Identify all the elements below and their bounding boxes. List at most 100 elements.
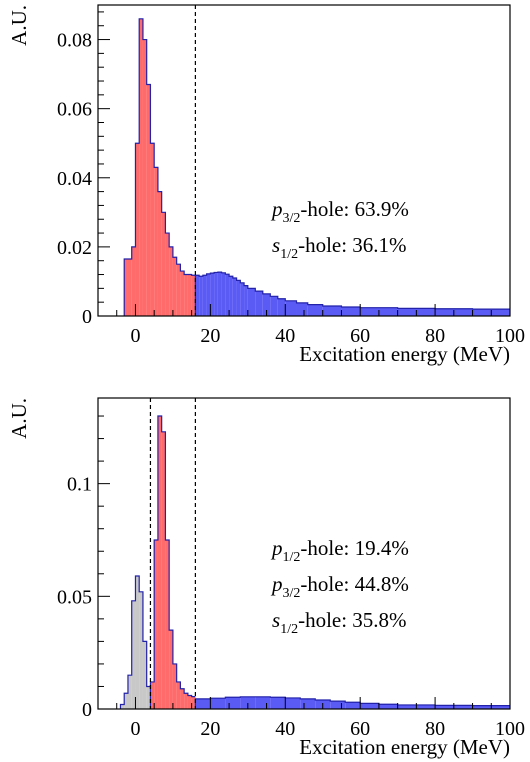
histogram-bin: [135, 576, 140, 709]
histogram-bin: [262, 293, 271, 316]
histogram-bin: [225, 274, 230, 316]
histogram-bin: [180, 688, 185, 709]
histogram-bin: [165, 539, 170, 709]
histogram-bin: [176, 264, 181, 316]
histogram-bin: [131, 246, 136, 316]
y-axis-title: A.U.: [7, 5, 31, 46]
histogram-bin: [154, 167, 158, 316]
y-tick-label: 0: [82, 699, 92, 721]
x-tick-label: 40: [275, 325, 295, 347]
histogram-outline: [119, 575, 151, 709]
histogram-bin: [195, 275, 200, 316]
histogram-bin: [161, 431, 166, 709]
y-tick-label: 0.08: [57, 30, 92, 52]
histogram-bin: [240, 282, 245, 316]
x-tick-label: 80: [425, 718, 445, 740]
histogram-bin: [255, 291, 263, 316]
histogram-panel-top: 0 20 40 60 80 100 0 0.02 0.04 0.06 0.08 Excitation …: [7, 4, 525, 366]
histogram-bin: [169, 246, 173, 316]
histogram-bin: [150, 143, 155, 316]
histogram-series-2: [194, 271, 510, 316]
histogram-bin: [139, 591, 143, 709]
histogram-bin: [225, 697, 241, 709]
histogram-bin: [161, 212, 166, 316]
x-tick-label: 20: [200, 718, 220, 740]
histogram-bin: [330, 701, 346, 709]
hole-fraction-annotation: s1/2-hole: 35.8%: [272, 608, 407, 637]
histogram-bin: [210, 273, 215, 316]
histogram-bin: [247, 288, 256, 316]
histogram-bin: [187, 695, 192, 709]
histogram-bin: [131, 600, 136, 709]
histogram-bin: [206, 273, 211, 316]
histogram-bin: [176, 681, 181, 709]
y-tick-label: 0: [82, 306, 92, 328]
histogram-bin: [124, 693, 128, 709]
histogram-series-1: [123, 18, 196, 317]
histogram-bin: [240, 696, 256, 709]
histogram-panel-bottom: 0 20 40 60 80 100 0 0.05 0.1 Excitation energy (M…: [7, 397, 525, 759]
histogram-bin: [124, 258, 128, 316]
histogram-bin: [172, 663, 177, 709]
histogram-bin: [146, 84, 151, 316]
histogram-bin: [270, 296, 278, 316]
x-tick-label: 60: [350, 718, 370, 740]
histogram-series-3: [194, 696, 510, 709]
histogram-bin: [307, 304, 323, 316]
histogram-bin: [135, 143, 140, 316]
x-tick-label: 100: [495, 718, 525, 740]
histogram-bin: [221, 272, 226, 316]
histogram-bin: [378, 704, 398, 709]
histogram-bin: [322, 305, 342, 316]
y-axis-title: A.U.: [7, 398, 31, 439]
histogram-bin: [184, 274, 188, 316]
histogram-bin: [191, 696, 196, 709]
histogram-bin: [296, 302, 308, 316]
histogram-bin: [195, 698, 211, 709]
hole-fraction-annotation: p3/2-hole: 44.8%: [270, 572, 409, 601]
histogram-bin: [277, 298, 286, 316]
x-tick-label: 20: [200, 325, 220, 347]
histogram-bin: [285, 697, 301, 709]
y-tick-label: 0.04: [57, 168, 92, 190]
histogram-bin: [217, 272, 222, 316]
histogram-bin: [142, 39, 147, 317]
y-tick-label: 0.06: [57, 99, 92, 121]
histogram-bin: [127, 258, 132, 316]
histogram-bin: [142, 641, 147, 709]
histogram-bin: [187, 274, 192, 316]
histogram-bin: [191, 275, 196, 316]
y-tick-label: 0.02: [57, 237, 92, 259]
histogram-bin: [232, 277, 237, 316]
histogram-bin: [345, 702, 361, 709]
histogram-bin: [255, 696, 271, 709]
histogram-bin: [165, 233, 170, 316]
histogram-bin: [236, 280, 241, 316]
histogram-outline: [194, 271, 510, 316]
hole-fraction-annotation: s1/2-hole: 36.1%: [272, 233, 407, 262]
histogram-bin: [146, 686, 151, 709]
histogram-bin: [360, 703, 379, 709]
x-tick-label: 60: [350, 325, 370, 347]
x-tick-label: 0: [130, 718, 140, 740]
histogram-bin: [300, 698, 316, 709]
histogram-bin: [120, 704, 125, 709]
histogram-bin: [202, 275, 207, 316]
histogram-bin: [270, 697, 286, 709]
histogram-outline: [149, 415, 196, 709]
histogram-bin: [199, 276, 203, 316]
histogram-bin: [214, 272, 218, 316]
histogram-bin: [172, 257, 177, 316]
histogram-bin: [341, 307, 361, 316]
x-axis-title: Excitation energy (MeV): [299, 735, 510, 759]
x-tick-label: 40: [275, 718, 295, 740]
y-tick-label: 0.1: [67, 474, 92, 496]
histogram-bin: [184, 693, 188, 709]
histogram-bin: [157, 416, 162, 709]
histogram-bin: [154, 539, 158, 709]
histogram-bin: [169, 630, 173, 709]
histogram-bin: [285, 300, 297, 316]
hole-fraction-annotation: p1/2-hole: 19.4%: [270, 536, 409, 565]
histogram-bin: [127, 675, 132, 709]
